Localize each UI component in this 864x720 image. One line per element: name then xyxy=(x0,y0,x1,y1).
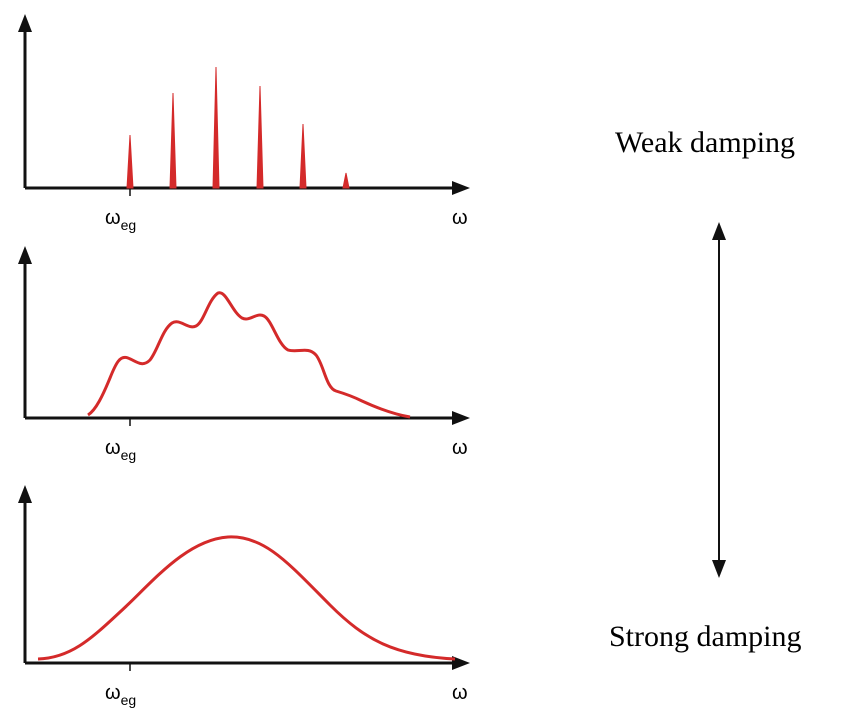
x-axis-arrowhead xyxy=(452,656,470,670)
y-axis-arrowhead xyxy=(18,485,32,503)
omega-axis-label: ω xyxy=(452,437,468,459)
x-axis-arrowhead xyxy=(452,181,470,195)
strong-damping-label: Strong damping xyxy=(609,620,802,653)
panel-intermediate: ωeg ω xyxy=(18,246,470,463)
omega-axis-label: ω xyxy=(452,207,468,229)
spectral-line xyxy=(342,172,350,189)
damping-scale: Weak damping Strong damping xyxy=(609,126,802,653)
panel-weak: ωeg ω xyxy=(18,14,470,233)
spectral-line xyxy=(126,134,134,189)
broadened-spectrum-curve xyxy=(87,291,411,419)
panel-strong: ωeg ω xyxy=(18,485,470,708)
arrowhead-down xyxy=(712,560,726,578)
y-axis-arrowhead xyxy=(18,14,32,32)
omega-axis-label: ω xyxy=(452,682,468,704)
weak-damping-label: Weak damping xyxy=(615,126,795,159)
spectral-lines xyxy=(126,66,350,189)
spectral-line xyxy=(212,66,220,189)
spectral-line xyxy=(256,85,264,189)
y-axis-arrowhead xyxy=(18,246,32,264)
x-axis-arrowhead xyxy=(452,411,470,425)
omega-eg-label: ωeg xyxy=(105,207,136,233)
omega-eg-label: ωeg xyxy=(105,682,136,708)
spectral-line xyxy=(299,123,307,189)
arrowhead-up xyxy=(712,222,726,240)
gaussian-spectrum-curve xyxy=(37,535,456,661)
spectral-line xyxy=(169,92,177,189)
omega-eg-label: ωeg xyxy=(105,437,136,463)
